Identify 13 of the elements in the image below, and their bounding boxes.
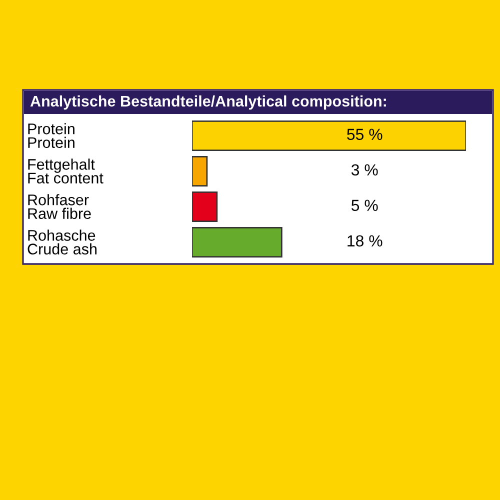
data-label: 55 %: [347, 128, 382, 140]
bar: [192, 156, 208, 186]
bar: [192, 120, 466, 151]
y-tick-label: Protein Protein: [28, 123, 74, 148]
data-label: 5 %: [352, 200, 378, 212]
y-tick-label: Rohasche Crude ash: [28, 230, 96, 255]
data-label: 18 %: [348, 235, 382, 247]
y-tick-label: Rohfaser Raw fibre: [28, 194, 91, 220]
bar: [192, 192, 218, 222]
data-label: 3 %: [351, 164, 378, 176]
chart-title: Analytische Bestandteile/Analytical composition:: [30, 95, 386, 110]
y-tick-label: Fettgehalt Fat content: [28, 158, 104, 184]
bar: [192, 227, 282, 258]
